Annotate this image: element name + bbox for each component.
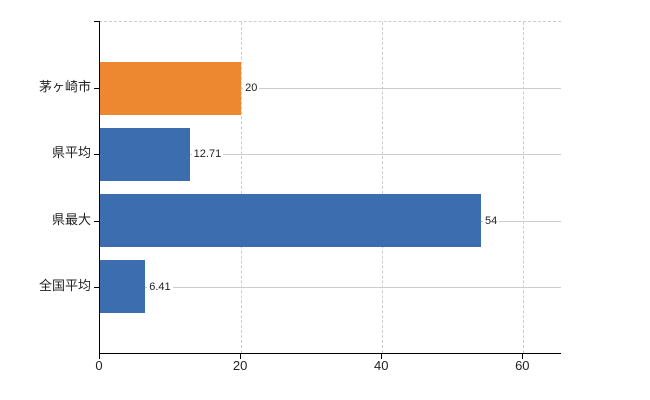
x-tick-label: 40 [373,358,389,373]
chart-plot-area: 20 12.71 54 6.41 [94,21,561,359]
x-axis-tick [381,354,383,359]
horizontal-gridline [100,154,561,156]
category-label: 県平均 [51,145,91,161]
category-label: 全国平均 [38,277,91,293]
chart-bar [100,127,190,181]
x-axis-tick [99,354,100,359]
category-label: 県最大 [51,211,91,227]
x-tick-label: 60 [515,358,530,373]
value-label: 12.71 [191,148,224,161]
value-label: 6.41 [147,280,173,293]
y-axis-tick [94,220,100,222]
value-label: 54 [482,214,500,227]
vertical-gridline [241,22,243,353]
vertical-gridline [382,22,384,353]
y-axis-tick [94,88,100,90]
chart-bar [100,194,481,248]
x-tick-label: 0 [95,358,103,373]
x-axis-tick [522,354,524,359]
x-tick-label: 20 [232,358,248,373]
horizontal-gridline [100,88,561,90]
x-axis-tick [240,354,242,359]
value-label: 20 [243,82,260,95]
chart-bar [100,260,146,314]
chart-bar [100,61,242,115]
category-label: 茅ヶ崎市 [38,79,91,95]
y-axis-tick [94,154,100,156]
horizontal-gridline [100,286,561,288]
y-axis-tick [94,286,100,288]
vertical-gridline [523,22,525,353]
y-axis-top-tick [94,21,100,22]
